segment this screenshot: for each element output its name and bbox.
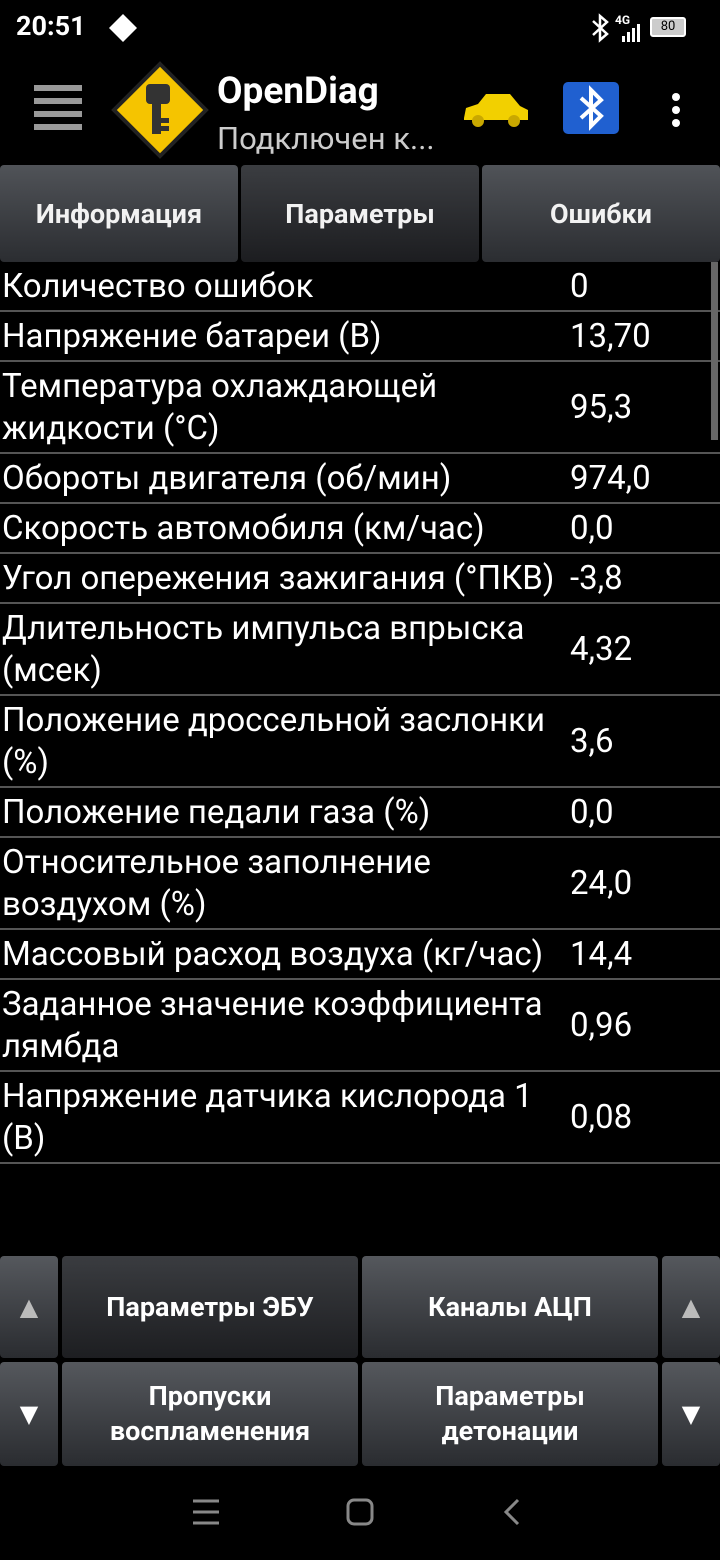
parameter-name: Заданное значение коэффициента лямбда	[2, 985, 543, 1066]
parameter-row[interactable]: Относительное заполнение воздухом (%) 24,…	[0, 838, 720, 930]
parameter-row[interactable]: Количество ошибок 0	[0, 262, 720, 312]
overflow-menu[interactable]	[668, 91, 684, 131]
home-button[interactable]	[346, 1498, 374, 1526]
parameter-row[interactable]: Заданное значение коэффициента лямбда 0,9…	[0, 980, 720, 1072]
tab[interactable]: Информация	[0, 165, 238, 262]
parameter-row[interactable]: Угол опережения зажигания (°ПКВ) -3,8	[0, 554, 720, 604]
parameter-row[interactable]: Длительность импульса впрыска (мсек) 4,32	[0, 604, 720, 696]
status-bar: 20:51 4G 80	[0, 0, 720, 55]
parameter-value: 14,4	[570, 935, 633, 974]
parameter-name: Положение педали газа (%)	[2, 793, 431, 832]
parameter-value: 95,3	[570, 388, 633, 427]
parameter-value: 24,0	[570, 864, 633, 903]
parameter-value: -3,8	[570, 559, 623, 598]
parameter-list: Количество ошибок 0 Напряжение батареи (В)…	[0, 262, 720, 1255]
misfires-button[interactable]: Пропуски воспламенения	[62, 1362, 358, 1466]
tab[interactable]: Ошибки	[482, 165, 720, 262]
parameter-value: 3,6	[570, 722, 614, 761]
scroll-down-button[interactable]: ▼	[662, 1362, 720, 1466]
parameter-value: 13,70	[570, 317, 651, 356]
parameter-value: 4,32	[570, 630, 633, 669]
parameter-row[interactable]: Положение дроссельной заслонки (%) 3,6	[0, 696, 720, 788]
tab-bar: Информация Параметры Ошибки	[0, 165, 720, 262]
adc-channels-button[interactable]: Каналы АЦП	[362, 1256, 658, 1358]
parameter-value: 0	[570, 267, 589, 306]
parameter-row[interactable]: Массовый расход воздуха (кг/час) 14,4	[0, 930, 720, 980]
bluetooth-adapter-icon[interactable]	[563, 82, 619, 134]
parameter-value: 0,96	[570, 1006, 633, 1045]
parameter-name: Положение дроссельной заслонки (%)	[2, 701, 546, 782]
clock: 20:51	[16, 10, 86, 42]
tab[interactable]: Параметры	[241, 165, 479, 262]
navigation-bar	[193, 1498, 520, 1526]
menu-button[interactable]	[34, 83, 82, 133]
network-type: 4G	[615, 13, 631, 27]
back-button[interactable]	[503, 1498, 520, 1526]
app-title: OpenDiag	[217, 70, 379, 113]
app-logo	[111, 61, 209, 159]
parameter-name: Массовый расход воздуха (кг/час)	[2, 935, 544, 974]
signal	[622, 24, 640, 42]
battery: 80	[650, 17, 686, 37]
parameter-name: Длительность импульса впрыска (мсек)	[2, 609, 525, 690]
scroll-up-button[interactable]: ▲	[662, 1256, 720, 1358]
parameter-value: 974,0	[570, 459, 651, 498]
knock-params-button[interactable]: Параметры детонации	[362, 1362, 658, 1466]
parameter-name: Количество ошибок	[2, 267, 314, 306]
bluetooth-status	[592, 13, 609, 43]
parameter-name: Напряжение датчика кислорода 1 (В)	[2, 1077, 533, 1158]
parameter-value: 0,0	[570, 509, 614, 548]
parameter-name: Угол опережения зажигания (°ПКВ)	[2, 559, 555, 598]
parameter-name: Напряжение батареи (В)	[2, 317, 382, 356]
parameter-value: 0,08	[570, 1098, 633, 1137]
scroll-down-button[interactable]: ▼	[0, 1362, 58, 1466]
parameter-name: Скорость автомобиля (км/час)	[2, 509, 485, 548]
ecu-params-button[interactable]: Параметры ЭБУ	[62, 1256, 358, 1358]
notification-icon	[109, 14, 137, 42]
car-icon[interactable]	[462, 90, 530, 128]
recents-button[interactable]	[193, 1499, 219, 1525]
parameter-name: Обороты двигателя (об/мин)	[2, 459, 452, 498]
bottom-buttons: ▲ Параметры ЭБУ Каналы АЦП ▲ ▼ Пропуски …	[0, 1256, 720, 1468]
connection-status: Подключен к...	[217, 120, 435, 157]
parameter-row[interactable]: Скорость автомобиля (км/час) 0,0	[0, 504, 720, 554]
scroll-up-button[interactable]: ▲	[0, 1256, 58, 1358]
parameter-row[interactable]: Обороты двигателя (об/мин) 974,0	[0, 454, 720, 504]
parameter-row[interactable]: Напряжение датчика кислорода 1 (В) 0,08	[0, 1072, 720, 1164]
parameter-value: 0,0	[570, 793, 614, 832]
parameter-row[interactable]: Напряжение батареи (В) 13,70	[0, 312, 720, 362]
scrollbar	[711, 262, 718, 440]
app-bar: OpenDiag Подключен к...	[0, 55, 720, 165]
parameter-name: Температура охлаждающей жидкости (°C)	[2, 367, 438, 448]
parameter-name: Относительное заполнение воздухом (%)	[2, 843, 431, 924]
parameter-row[interactable]: Температура охлаждающей жидкости (°C) 95,…	[0, 362, 720, 454]
parameter-row[interactable]: Положение педали газа (%) 0,0	[0, 788, 720, 838]
